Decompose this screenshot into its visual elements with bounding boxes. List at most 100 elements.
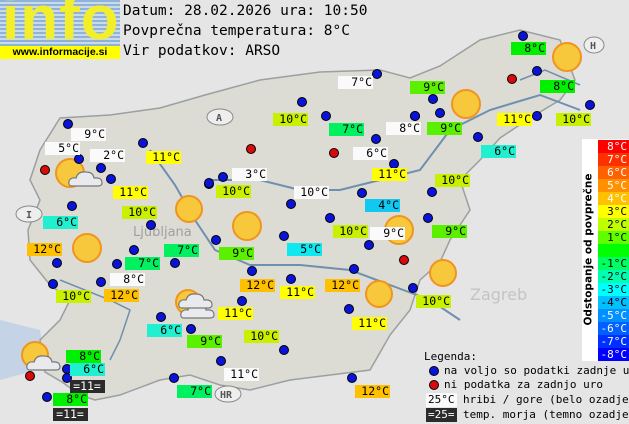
station-available-dot-icon (74, 154, 84, 164)
station-available-dot-icon (129, 245, 139, 255)
station-available-dot-icon (423, 213, 433, 223)
scale-step: -6°C (598, 322, 629, 335)
legend-red-dot-icon (429, 380, 439, 390)
station-available-dot-icon (297, 97, 307, 107)
station-available-dot-icon (372, 69, 382, 79)
station-available-dot-icon (186, 324, 196, 334)
temperature-label: 10°C (244, 330, 279, 343)
temperature-label: 11°C (280, 286, 315, 299)
temperature-label: 5°C (45, 142, 80, 155)
temperature-label: 11°C (113, 186, 148, 199)
scale-title: Odstopanje od povprečne temperature: (582, 173, 610, 326)
legend-sea-text: temp. morja (temno ozadje) (463, 408, 629, 421)
station-missing-dot-icon (507, 74, 517, 84)
deviation-scale: Odstopanje od povprečne temperature: 8°C… (582, 139, 629, 361)
station-available-dot-icon (237, 296, 247, 306)
scale-step: 4°C (598, 192, 629, 205)
temperature-label: 8°C (53, 393, 88, 406)
temperature-label: 11°C (218, 307, 253, 320)
temperature-label: 12°C (104, 289, 139, 302)
station-available-dot-icon (63, 119, 73, 129)
station-available-dot-icon (428, 94, 438, 104)
logo-url[interactable]: www.informacije.si (0, 46, 120, 59)
sun-icon (175, 195, 203, 223)
station-available-dot-icon (408, 283, 418, 293)
temperature-label: 9°C (219, 247, 254, 260)
station-available-dot-icon (473, 132, 483, 142)
scale-step: -4°C (598, 296, 629, 309)
country-marker-austria (206, 108, 234, 126)
station-available-dot-icon (48, 279, 58, 289)
station-available-dot-icon (170, 258, 180, 268)
temperature-label: 11°C (352, 317, 387, 330)
place-ljubljana: Ljubljana (133, 225, 192, 240)
temperature-label: 12°C (355, 385, 390, 398)
temperature-label: 10°C (556, 113, 591, 126)
sun-icon (429, 259, 457, 287)
station-available-dot-icon (427, 187, 437, 197)
scale-step: 5°C (598, 179, 629, 192)
temperature-label: 7°C (125, 257, 160, 270)
station-available-dot-icon (156, 312, 166, 322)
temperature-label: 5°C (287, 243, 322, 256)
station-available-dot-icon (216, 356, 226, 366)
station-available-dot-icon (169, 373, 179, 383)
temperature-label: 9°C (187, 335, 222, 348)
temperature-label: 10°C (294, 186, 329, 199)
scale-step: 6°C (598, 166, 629, 179)
temperature-label: 11°C (224, 368, 259, 381)
scale-step: 2°C (598, 218, 629, 231)
river-soca (59, 279, 131, 361)
station-available-dot-icon (96, 277, 106, 287)
temperature-label: 10°C (435, 174, 470, 187)
station-available-dot-icon (279, 231, 289, 241)
station-available-dot-icon (286, 199, 296, 209)
temperature-label: 2°C (90, 149, 125, 162)
country-marker-italy (15, 205, 43, 223)
station-available-dot-icon (357, 188, 367, 198)
country-austria: A (216, 113, 222, 124)
temperature-label: 6°C (353, 147, 388, 160)
legend-hill-sample: 25°C (426, 393, 457, 407)
scale-step: 8°C (598, 140, 629, 153)
scale-step: -8°C (598, 348, 629, 361)
legend-available: na voljo so podatki zadnje ure (444, 364, 629, 377)
temperature-label: 9°C (370, 227, 405, 240)
temperature-label: 8°C (386, 122, 421, 135)
sun-icon (232, 211, 262, 241)
station-missing-dot-icon (40, 165, 50, 175)
station-available-dot-icon (532, 111, 542, 121)
station-available-dot-icon (585, 100, 595, 110)
legend-title: Legenda: (424, 350, 477, 363)
station-available-dot-icon (364, 240, 374, 250)
station-available-dot-icon (347, 373, 357, 383)
station-available-dot-icon (138, 138, 148, 148)
date-time: Datum: 28.02.2026 ura: 10:50 (123, 3, 368, 19)
average-temperature: Povprečna temperatura: 8°C (123, 23, 350, 39)
station-available-dot-icon (52, 258, 62, 268)
station-available-dot-icon (204, 178, 214, 188)
station-available-dot-icon (218, 172, 228, 182)
temperature-label: 12°C (240, 279, 275, 292)
sun-icon (451, 89, 481, 119)
country-croatia: HR (220, 390, 233, 401)
station-available-dot-icon (325, 213, 335, 223)
cloud-icon (178, 290, 214, 310)
station-missing-dot-icon (329, 148, 339, 158)
country-marker-croatia (214, 385, 242, 403)
sun-icon (72, 233, 102, 263)
cloud-icon (26, 352, 62, 372)
temperature-label: 7°C (164, 244, 199, 257)
scale-step: -1°C (598, 257, 629, 270)
station-available-dot-icon (211, 235, 221, 245)
country-hungary: H (590, 41, 596, 52)
temperature-label: 9°C (427, 122, 462, 135)
legend-hill-text: hribi / gore (belo ozadje) (463, 393, 629, 406)
logo-text: info (2, 0, 120, 44)
station-available-dot-icon (321, 111, 331, 121)
temperature-label: 6°C (70, 363, 105, 376)
temperature-label: 10°C (416, 295, 451, 308)
station-available-dot-icon (62, 373, 72, 383)
station-available-dot-icon (435, 108, 445, 118)
logo[interactable]: info www.informacije.si (0, 0, 120, 59)
